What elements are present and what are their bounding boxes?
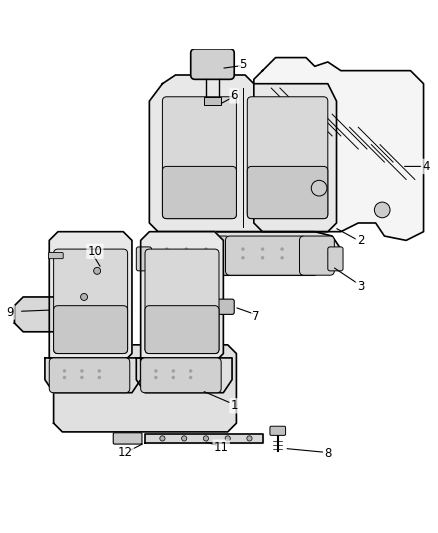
Polygon shape bbox=[254, 58, 424, 240]
FancyBboxPatch shape bbox=[270, 426, 286, 435]
Circle shape bbox=[80, 376, 84, 379]
FancyBboxPatch shape bbox=[212, 299, 234, 314]
Text: 10: 10 bbox=[88, 245, 102, 258]
Circle shape bbox=[225, 436, 230, 441]
Circle shape bbox=[160, 436, 165, 441]
Circle shape bbox=[203, 436, 208, 441]
Polygon shape bbox=[145, 232, 341, 275]
Polygon shape bbox=[45, 358, 141, 393]
Circle shape bbox=[185, 247, 188, 251]
Polygon shape bbox=[136, 358, 232, 393]
Circle shape bbox=[280, 247, 284, 251]
FancyBboxPatch shape bbox=[136, 247, 152, 271]
Text: 8: 8 bbox=[324, 447, 332, 460]
FancyBboxPatch shape bbox=[328, 247, 343, 271]
Circle shape bbox=[154, 376, 158, 379]
Circle shape bbox=[172, 369, 175, 373]
Circle shape bbox=[165, 247, 169, 251]
Circle shape bbox=[154, 369, 158, 373]
Circle shape bbox=[63, 369, 66, 373]
Text: 11: 11 bbox=[214, 441, 229, 454]
Circle shape bbox=[165, 256, 169, 260]
Circle shape bbox=[98, 376, 101, 379]
Circle shape bbox=[241, 256, 245, 260]
FancyBboxPatch shape bbox=[141, 358, 221, 393]
Circle shape bbox=[63, 376, 66, 379]
Text: 6: 6 bbox=[230, 90, 238, 102]
Polygon shape bbox=[49, 232, 132, 362]
Text: 3: 3 bbox=[357, 280, 364, 293]
Polygon shape bbox=[145, 434, 262, 443]
FancyBboxPatch shape bbox=[49, 358, 130, 393]
FancyBboxPatch shape bbox=[145, 249, 219, 353]
Text: 4: 4 bbox=[422, 160, 430, 173]
Circle shape bbox=[261, 247, 264, 251]
FancyBboxPatch shape bbox=[247, 166, 328, 219]
FancyBboxPatch shape bbox=[48, 253, 63, 259]
Circle shape bbox=[94, 268, 101, 274]
Circle shape bbox=[189, 369, 192, 373]
Circle shape bbox=[172, 376, 175, 379]
FancyBboxPatch shape bbox=[145, 305, 219, 353]
Text: 1: 1 bbox=[230, 399, 238, 412]
FancyBboxPatch shape bbox=[191, 49, 234, 79]
Circle shape bbox=[80, 369, 84, 373]
Circle shape bbox=[204, 256, 208, 260]
Polygon shape bbox=[53, 345, 237, 432]
FancyBboxPatch shape bbox=[113, 433, 142, 444]
Circle shape bbox=[311, 180, 327, 196]
Circle shape bbox=[241, 247, 245, 251]
FancyBboxPatch shape bbox=[53, 249, 127, 353]
Text: 5: 5 bbox=[239, 58, 247, 70]
Circle shape bbox=[81, 294, 88, 301]
FancyBboxPatch shape bbox=[226, 236, 306, 275]
Circle shape bbox=[185, 256, 188, 260]
Bar bbox=[204, 97, 221, 106]
Circle shape bbox=[247, 436, 252, 441]
FancyBboxPatch shape bbox=[149, 236, 230, 275]
Circle shape bbox=[280, 256, 284, 260]
Text: 2: 2 bbox=[357, 234, 364, 247]
Circle shape bbox=[374, 202, 390, 218]
Text: 9: 9 bbox=[6, 306, 14, 319]
Circle shape bbox=[182, 436, 187, 441]
Polygon shape bbox=[149, 75, 336, 232]
Text: 7: 7 bbox=[252, 310, 260, 323]
Circle shape bbox=[56, 308, 69, 321]
FancyBboxPatch shape bbox=[162, 97, 237, 219]
Polygon shape bbox=[75, 262, 110, 305]
Circle shape bbox=[261, 256, 264, 260]
FancyBboxPatch shape bbox=[53, 305, 127, 353]
Circle shape bbox=[98, 369, 101, 373]
FancyBboxPatch shape bbox=[300, 236, 334, 275]
Text: 12: 12 bbox=[118, 446, 133, 459]
Polygon shape bbox=[14, 297, 71, 332]
FancyBboxPatch shape bbox=[162, 166, 237, 219]
Polygon shape bbox=[141, 232, 223, 362]
Circle shape bbox=[204, 247, 208, 251]
Circle shape bbox=[189, 376, 192, 379]
FancyBboxPatch shape bbox=[247, 97, 328, 219]
